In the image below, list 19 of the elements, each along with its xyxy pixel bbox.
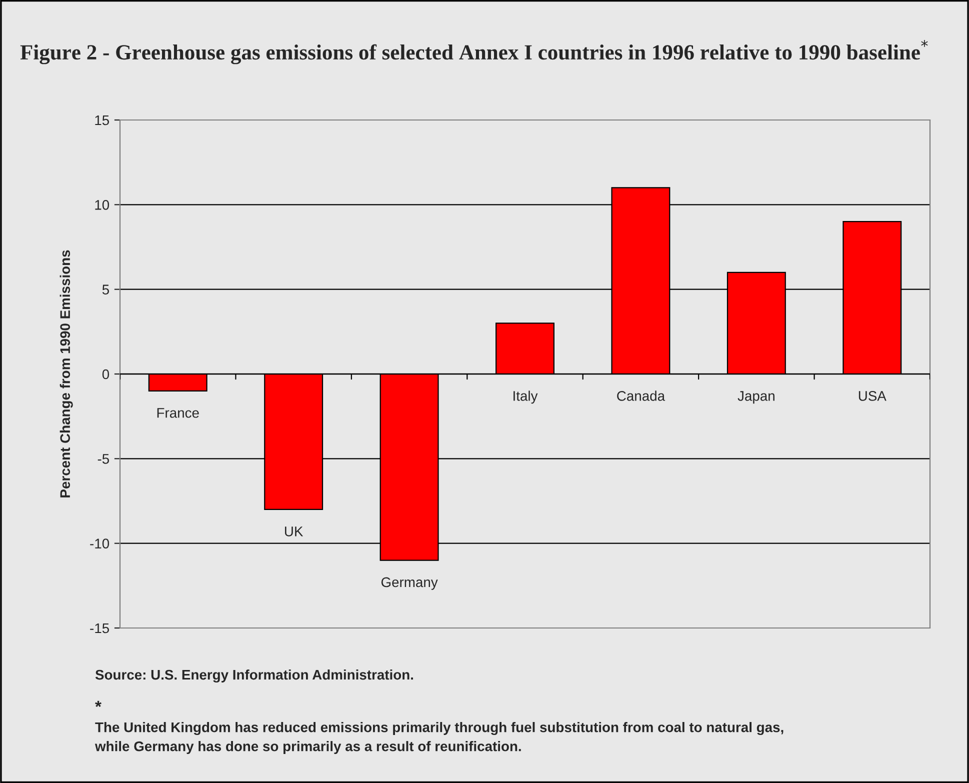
x-tick-label: UK: [284, 526, 304, 536]
y-tick-label: 0: [102, 369, 110, 380]
y-tick-label: 5: [102, 284, 109, 295]
source-note: Source: U.S. Energy Information Administration.: [95, 669, 413, 683]
text: The United Kingdom has reduced emissions primarily through fuel substitution from coal to natural gas, while Germany has done so primarily as a result of reunification.: [94, 722, 784, 754]
x-tick-label: Germany: [381, 577, 438, 590]
y-tick-label: -10: [90, 538, 110, 549]
y-tick-label: -5: [98, 454, 109, 464]
y-tick-label: -15: [90, 623, 110, 634]
y-tick-label: 15: [95, 115, 110, 126]
x-tick-label: France: [157, 408, 199, 418]
x-tick-label: USA: [858, 391, 886, 401]
chart-title: Figure 2 - Greenhouse gas emissions of selected Annex I countries in 1996 relative to 1990 baseline$^{*}$: [20, 40, 928, 64]
x-tick-label: Canada: [617, 390, 666, 401]
y-tick-label: 10: [95, 200, 110, 210]
x-tick-label: Italy: [514, 390, 538, 404]
y-axis-title: Percent Change from 1990 Emissions: [60, 250, 73, 498]
text: *: [95, 700, 102, 708]
x-tick-label: Japan: [738, 391, 774, 404]
